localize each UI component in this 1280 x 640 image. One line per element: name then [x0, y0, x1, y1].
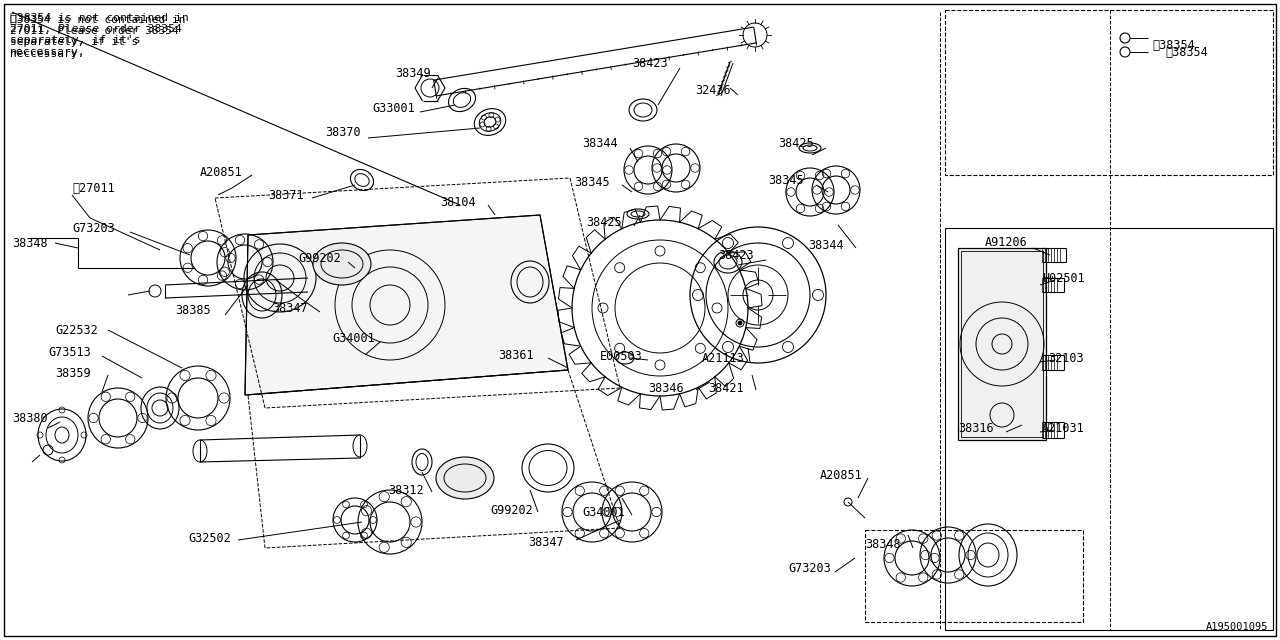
Circle shape	[739, 321, 742, 325]
Text: 32103: 32103	[1048, 351, 1084, 365]
Text: 38359: 38359	[55, 367, 91, 380]
Text: 38349: 38349	[396, 67, 430, 79]
Text: G73513: G73513	[49, 346, 91, 358]
Text: ※38354: ※38354	[1165, 45, 1208, 58]
Text: 38421: 38421	[708, 381, 744, 394]
Text: ※38354 is not contained in
27011. Please order 38354
separately, if it's
neccess: ※38354 is not contained in 27011. Please…	[10, 14, 186, 59]
Text: 38104: 38104	[440, 195, 476, 209]
Text: 38347: 38347	[273, 301, 307, 314]
Text: H02501: H02501	[1042, 271, 1084, 285]
Text: G32502: G32502	[188, 531, 230, 545]
Text: 38348: 38348	[12, 237, 47, 250]
Ellipse shape	[314, 243, 371, 285]
Text: G73203: G73203	[72, 221, 115, 234]
Text: 38425: 38425	[778, 136, 814, 150]
Bar	[945, 228, 1274, 630]
Text: 38345: 38345	[573, 175, 609, 189]
Text: ※38354 is not contained in
27011. Please order 38354
separately, if it's
neccess: ※38354 is not contained in 27011. Please…	[10, 12, 188, 57]
Text: E00503: E00503	[600, 349, 643, 362]
Text: 38425: 38425	[586, 216, 622, 228]
Text: G22532: G22532	[55, 323, 97, 337]
Polygon shape	[244, 215, 568, 395]
Text: ※38354: ※38354	[1152, 38, 1194, 51]
Text: 38361: 38361	[498, 349, 534, 362]
Text: 38371: 38371	[268, 189, 303, 202]
Text: G33001: G33001	[372, 102, 415, 115]
Text: 32436: 32436	[695, 83, 731, 97]
Text: 38346: 38346	[648, 381, 684, 394]
Text: A195001095: A195001095	[1206, 622, 1268, 632]
Text: G34001: G34001	[332, 332, 375, 344]
Text: 38344: 38344	[582, 136, 618, 150]
Text: A20851: A20851	[200, 166, 243, 179]
Ellipse shape	[436, 457, 494, 499]
Text: 38348: 38348	[865, 538, 901, 552]
Text: A21031: A21031	[1042, 422, 1084, 435]
Text: 38344: 38344	[808, 239, 844, 252]
Text: A21113: A21113	[701, 351, 745, 365]
Text: 38385: 38385	[175, 303, 211, 317]
Text: G99202: G99202	[298, 252, 340, 264]
Text: ※27011: ※27011	[72, 182, 115, 195]
Text: A20851: A20851	[820, 468, 863, 481]
Text: 38345: 38345	[768, 173, 804, 186]
Bar	[865, 530, 1083, 622]
Text: 38370: 38370	[325, 125, 361, 138]
Text: 38423: 38423	[632, 56, 668, 70]
Bar	[961, 251, 1043, 437]
Text: 38423: 38423	[718, 248, 754, 262]
Bar	[945, 10, 1274, 175]
Text: A91206: A91206	[986, 236, 1028, 248]
Text: G73203: G73203	[788, 561, 831, 575]
Text: G99202: G99202	[490, 504, 532, 516]
Text: 38347: 38347	[529, 536, 563, 548]
Text: 38380: 38380	[12, 412, 47, 424]
Text: 38312: 38312	[388, 483, 424, 497]
Text: G34001: G34001	[582, 506, 625, 518]
Bar	[957, 248, 1046, 440]
Text: 38316: 38316	[957, 422, 993, 435]
